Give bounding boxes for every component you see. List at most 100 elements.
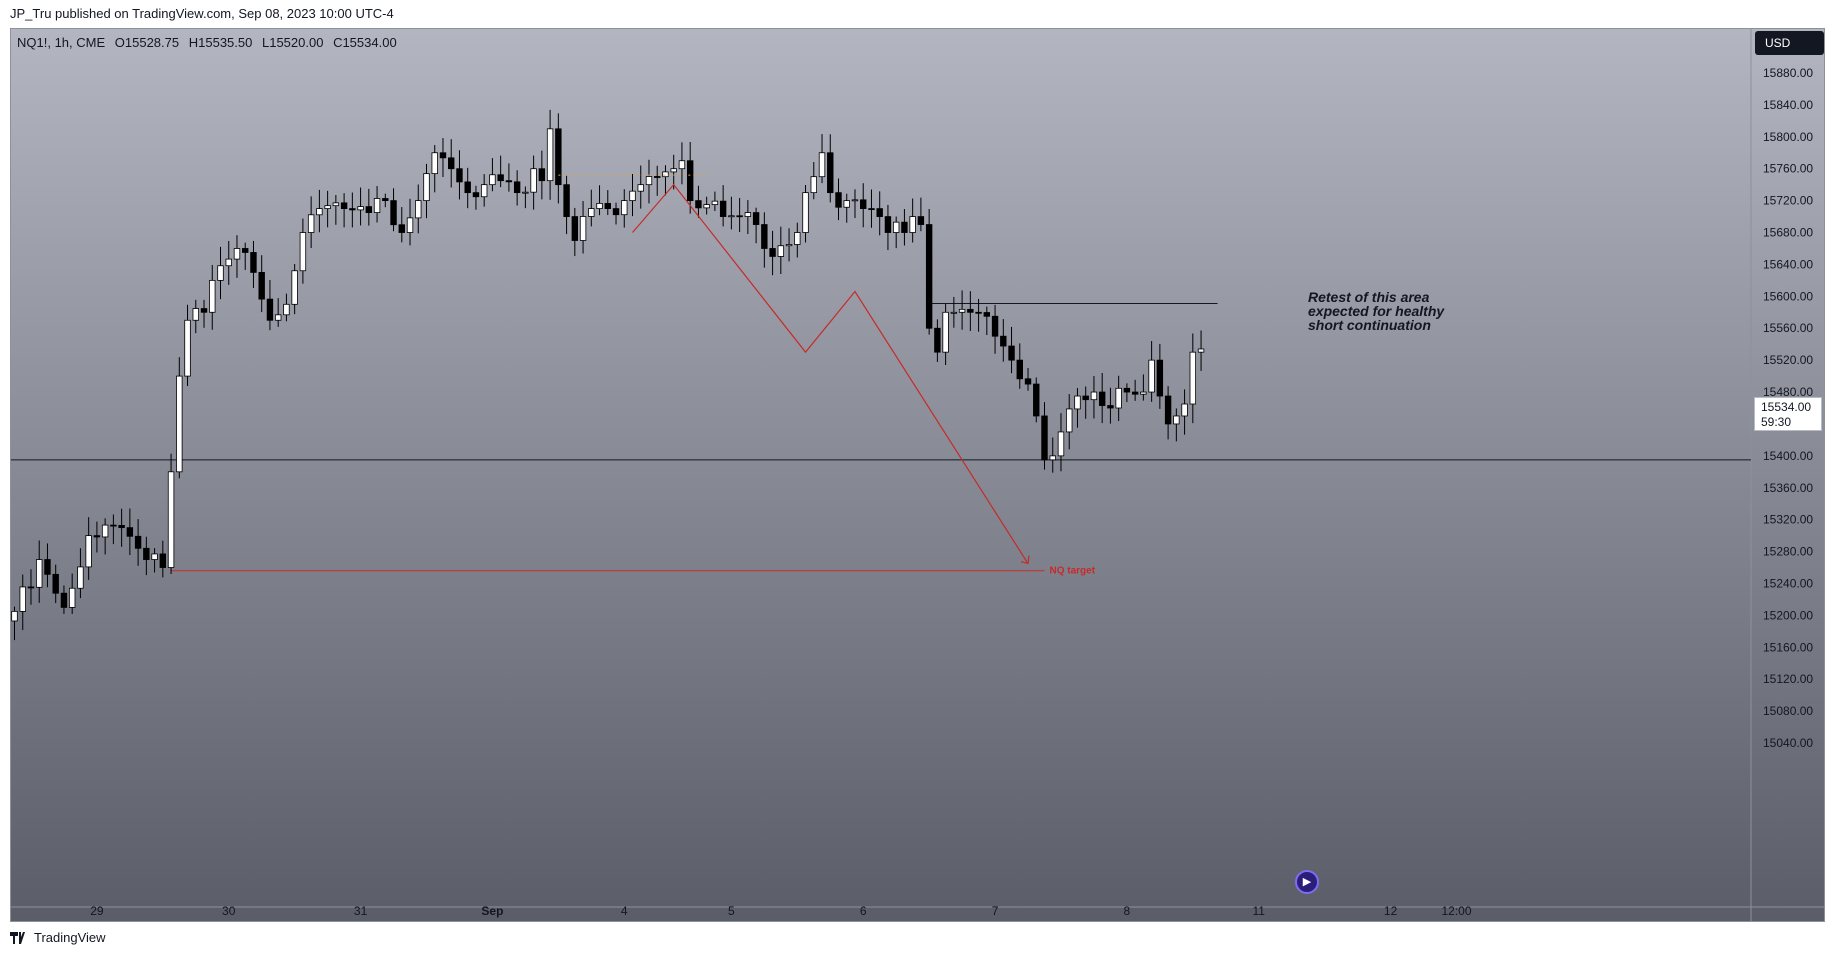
candle-body (1016, 359, 1023, 380)
candle-body (1066, 408, 1073, 433)
candle-body (785, 244, 793, 247)
candle-body (36, 559, 43, 588)
x-tick-label: 30 (222, 904, 236, 918)
text-annotation[interactable]: Retest of this area expected for healthy… (1308, 290, 1444, 332)
candle-body (678, 160, 686, 170)
candle-body (818, 152, 826, 178)
candle-body (975, 311, 982, 314)
footer-brand: TradingView (10, 930, 106, 945)
candle-body (505, 180, 513, 183)
candle-body (1197, 348, 1205, 353)
candle-body (274, 314, 282, 321)
x-tick-label: 11 (1253, 904, 1266, 918)
tradingview-logo-icon (10, 931, 25, 944)
candle-body (431, 152, 438, 175)
candle-body (27, 586, 35, 589)
candle-body (258, 272, 265, 300)
replay-icon[interactable]: ▶ (1295, 870, 1319, 894)
last-price-tag: 15534.00 59:30 (1754, 397, 1822, 431)
candle-body (1148, 359, 1155, 393)
candle-body (1164, 395, 1172, 425)
candle-body (851, 199, 859, 202)
y-tick-label: 15200.00 (1763, 608, 1813, 622)
candle-body (1008, 345, 1015, 361)
x-tick-label: 12 (1384, 904, 1398, 918)
candle-body (1090, 391, 1098, 401)
x-tick-label: 7 (992, 904, 999, 918)
chart-pane[interactable]: 15880.00 15840.00 15800.00 15760.00 15720.00… (10, 28, 1825, 922)
candle-body (1131, 391, 1139, 395)
candle-body (736, 215, 743, 218)
candle-body (942, 311, 949, 353)
x-tick-label: 5 (728, 904, 735, 918)
low-value: L15520.00 (261, 35, 324, 50)
candle-body (744, 212, 752, 217)
y-tick-label: 15080.00 (1763, 704, 1813, 718)
candle-body (1115, 387, 1122, 409)
candle-body (958, 308, 966, 313)
candle-body (596, 202, 603, 209)
candle-body (93, 535, 101, 538)
currency-button[interactable]: USD (1755, 31, 1824, 55)
x-tick-label: 29 (90, 904, 104, 918)
candle-body (925, 224, 933, 329)
candle-body (423, 173, 430, 202)
candle-body (77, 566, 84, 589)
candle-body (686, 160, 694, 202)
candle-body (1049, 455, 1056, 461)
candle-body (884, 216, 892, 233)
candle-body (546, 128, 554, 182)
candle-body (464, 181, 471, 194)
candle-body (769, 248, 776, 257)
candle-body (1098, 391, 1106, 406)
candle-body (349, 208, 356, 211)
candle-body (60, 592, 68, 608)
y-tick-label: 15400.00 (1763, 449, 1813, 463)
candle-body (143, 547, 150, 560)
candle-body (892, 221, 900, 233)
candle-body (1033, 383, 1040, 417)
y-tick-label: 15520.00 (1763, 353, 1813, 367)
candle-body (868, 208, 875, 210)
candle-body (283, 303, 290, 316)
candle-body (1082, 395, 1089, 401)
x-tick-label: 4 (621, 904, 628, 918)
candle-body (1140, 391, 1147, 395)
y-tick-label: 15640.00 (1763, 257, 1813, 271)
candle-body (1041, 415, 1048, 461)
candle-body (110, 524, 117, 527)
y-tick-label: 15840.00 (1763, 98, 1813, 112)
candle-body (1000, 335, 1007, 347)
candle-body (52, 573, 59, 594)
y-tick-label: 15280.00 (1763, 545, 1813, 559)
candle-body (967, 308, 974, 313)
candle-body (991, 315, 999, 337)
y-tick-label: 15760.00 (1763, 162, 1813, 176)
y-tick-label: 15800.00 (1763, 130, 1813, 144)
candle-body (365, 206, 373, 213)
candle-body (645, 176, 653, 186)
candle-body (662, 171, 669, 178)
candle-body (983, 312, 991, 317)
candle-body (200, 308, 208, 313)
x-tick-label: 12:00 (1441, 904, 1471, 918)
y-tick-label: 15120.00 (1763, 672, 1813, 686)
candle-body (761, 224, 768, 249)
high-value: H15535.50 (188, 35, 253, 50)
candle-body (299, 232, 307, 272)
candle-body (398, 224, 405, 233)
candle-body (794, 232, 801, 245)
candle-body (480, 184, 488, 198)
candle-body (777, 245, 785, 257)
candle-body (340, 202, 348, 209)
footer-brand-text: TradingView (34, 930, 106, 945)
candlestick-chart[interactable]: 15880.00 15840.00 15800.00 15760.00 15720.00… (11, 29, 1825, 922)
candle-body (44, 559, 51, 575)
candle-body (225, 258, 232, 267)
candle-body (810, 176, 817, 194)
candle-body (555, 128, 562, 186)
candle-body (382, 198, 389, 202)
candle-body (654, 176, 661, 178)
candle-body (1123, 387, 1131, 393)
candle-body (950, 311, 958, 314)
